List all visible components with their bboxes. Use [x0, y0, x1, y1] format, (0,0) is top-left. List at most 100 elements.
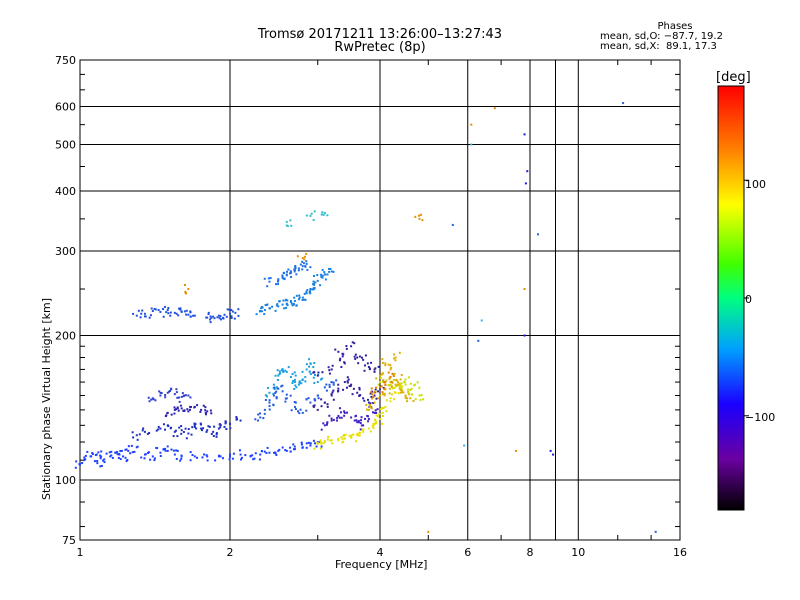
data-point: [266, 386, 269, 389]
data-point: [170, 413, 173, 416]
data-point: [374, 367, 377, 370]
data-point: [523, 133, 526, 136]
data-point: [320, 275, 323, 278]
data-point: [301, 446, 304, 449]
data-point: [515, 449, 518, 452]
data-point: [99, 457, 102, 460]
data-point: [149, 314, 152, 317]
data-point: [374, 418, 377, 421]
data-point: [177, 409, 180, 412]
data-point: [372, 411, 375, 414]
data-point: [320, 273, 323, 276]
data-point: [277, 278, 280, 281]
data-point: [187, 410, 190, 413]
data-point: [307, 397, 310, 400]
data-point: [284, 369, 287, 372]
data-point: [177, 314, 180, 317]
data-point: [259, 453, 262, 456]
data-point: [103, 458, 106, 461]
data-point: [259, 412, 262, 415]
data-point: [136, 438, 139, 441]
data-point: [390, 384, 393, 387]
data-point: [330, 417, 333, 420]
data-point: [325, 423, 328, 426]
y-tick-label: 400: [55, 185, 76, 198]
data-point: [199, 422, 202, 425]
data-point: [179, 459, 182, 462]
data-point: [317, 371, 320, 374]
data-point: [278, 448, 281, 451]
data-point: [159, 310, 162, 313]
data-point: [152, 398, 155, 401]
data-point: [301, 265, 304, 268]
data-point: [376, 408, 379, 411]
x-tick-label: 8: [527, 546, 534, 559]
data-point: [193, 425, 196, 428]
data-point: [110, 450, 113, 453]
data-point: [290, 224, 293, 227]
data-point: [470, 143, 473, 146]
data-point: [292, 379, 295, 382]
data-point: [375, 377, 378, 380]
data-point: [200, 408, 203, 411]
data-point: [309, 266, 312, 269]
data-point: [195, 456, 198, 459]
data-point: [268, 401, 271, 404]
data-point: [320, 428, 323, 431]
data-point: [380, 373, 383, 376]
data-point: [183, 310, 186, 313]
data-point: [230, 316, 233, 319]
data-point: [427, 530, 430, 533]
data-point: [176, 396, 179, 399]
data-point: [148, 316, 151, 319]
data-point: [206, 429, 209, 432]
data-point: [217, 314, 220, 317]
data-point: [313, 447, 316, 450]
data-point: [330, 368, 333, 371]
data-point: [326, 405, 329, 408]
data-point: [362, 430, 365, 433]
data-point: [292, 443, 295, 446]
data-point: [418, 217, 421, 220]
data-point: [264, 394, 267, 397]
data-point: [344, 433, 347, 436]
data-point: [399, 389, 402, 392]
data-point: [96, 462, 99, 465]
data-point: [350, 383, 353, 386]
data-point: [138, 433, 141, 436]
data-point: [305, 363, 308, 366]
data-point: [305, 260, 308, 263]
data-point: [285, 449, 288, 452]
data-point: [201, 456, 204, 459]
data-point: [398, 385, 401, 388]
data-point: [277, 374, 280, 377]
data-point: [291, 381, 294, 384]
data-point: [184, 394, 187, 397]
data-point: [209, 321, 212, 324]
data-point: [187, 428, 190, 431]
data-point: [284, 449, 287, 452]
data-point: [370, 406, 373, 409]
data-point: [136, 445, 139, 448]
data-point: [185, 309, 188, 312]
data-point: [330, 419, 333, 422]
data-point: [297, 269, 300, 272]
data-point: [312, 439, 315, 442]
data-point: [352, 387, 355, 390]
data-point: [332, 270, 335, 273]
data-point: [320, 445, 323, 448]
data-point: [268, 451, 271, 454]
data-point: [184, 290, 187, 293]
data-point: [397, 392, 400, 395]
data-point: [125, 460, 128, 463]
data-point: [381, 358, 384, 361]
data-point: [358, 386, 361, 389]
data-point: [409, 397, 412, 400]
data-point: [162, 315, 165, 318]
data-point: [221, 457, 224, 460]
data-point: [235, 416, 238, 419]
data-point: [345, 347, 348, 350]
data-point: [294, 384, 297, 387]
data-point: [463, 444, 466, 447]
data-point: [162, 448, 165, 451]
